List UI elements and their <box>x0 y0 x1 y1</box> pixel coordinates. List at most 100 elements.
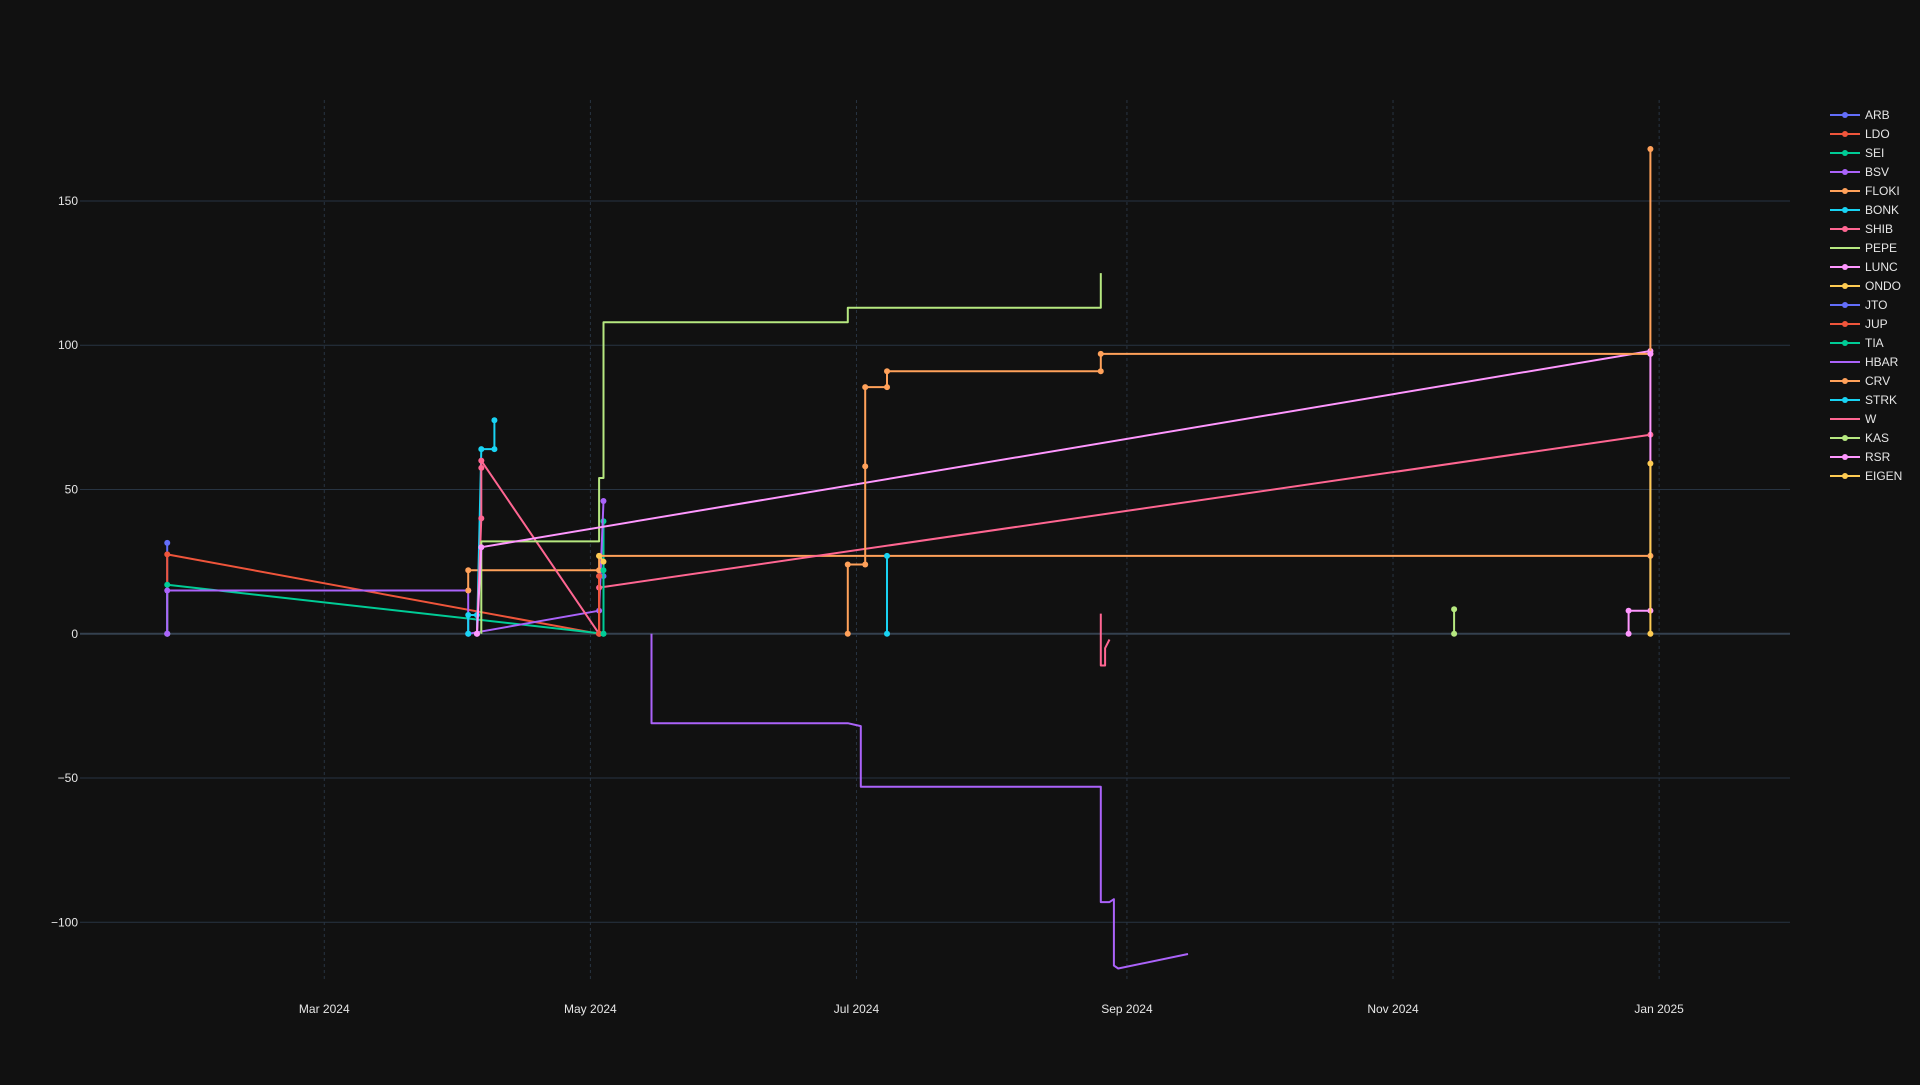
series-strk <box>884 552 891 637</box>
legend-item-floki[interactable]: FLOKI <box>1830 184 1900 198</box>
legend-label-sei: SEI <box>1865 146 1884 160</box>
data-point-crv <box>1647 146 1654 153</box>
data-point-arb <box>164 539 171 546</box>
legend-marker-strk <box>1842 397 1848 403</box>
series-pepe <box>480 273 1102 634</box>
legend-marker-kas <box>1842 435 1848 441</box>
legend-marker-crv <box>1842 378 1848 384</box>
legend-item-rsr[interactable]: RSR <box>1830 450 1891 464</box>
legend-item-bonk[interactable]: BONK <box>1830 203 1899 217</box>
legend-label-tia: TIA <box>1865 336 1884 350</box>
legend-label-hbar: HBAR <box>1865 355 1899 369</box>
y-tick-label: 150 <box>58 194 78 208</box>
y-tick-label: 100 <box>58 338 78 352</box>
legend-marker-bonk <box>1842 207 1848 213</box>
data-point-bonk <box>491 417 498 424</box>
legend-label-bsv: BSV <box>1865 165 1889 179</box>
series-tia <box>600 567 607 637</box>
legend-marker-sei <box>1842 150 1848 156</box>
data-point-crv <box>862 463 869 470</box>
data-point-shib <box>478 457 485 464</box>
series-ondo <box>596 552 607 565</box>
series-jup <box>596 573 603 637</box>
data-point-kas <box>1451 630 1458 637</box>
data-point-kas <box>1451 606 1458 613</box>
data-point-eigen <box>1647 460 1654 467</box>
legend-label-jto: JTO <box>1865 298 1887 312</box>
legend-marker-arb <box>1842 112 1848 118</box>
data-point-eigen <box>1647 630 1654 637</box>
data-point-sei <box>164 581 171 588</box>
data-point-jup <box>596 573 603 580</box>
legend-label-w: W <box>1865 412 1877 426</box>
x-tick-label: Jul 2024 <box>834 1002 880 1016</box>
legend-marker-bsv <box>1842 169 1848 175</box>
legend-item-w[interactable]: W <box>1830 412 1877 426</box>
legend[interactable]: ARB LDO SEI BSV FLOKI BONK SHIB PEPE LUNC ONDO JTO… <box>1830 108 1902 483</box>
legend-marker-rsr <box>1842 454 1848 460</box>
legend-label-strk: STRK <box>1865 393 1897 407</box>
legend-marker-shib <box>1842 226 1848 232</box>
data-point-bsv <box>600 498 607 505</box>
legend-marker-tia <box>1842 340 1848 346</box>
grid-layer <box>80 100 1790 980</box>
data-point-strk <box>884 552 891 559</box>
legend-item-tia[interactable]: TIA <box>1830 336 1884 350</box>
data-point-rsr <box>1647 350 1654 357</box>
legend-label-eigen: EIGEN <box>1865 469 1902 483</box>
data-point-bonk <box>465 612 472 619</box>
legend-item-lunc[interactable]: LUNC <box>1830 260 1898 274</box>
legend-item-shib[interactable]: SHIB <box>1830 222 1893 236</box>
data-point-strk <box>884 630 891 637</box>
series-w <box>1099 613 1111 667</box>
legend-item-jup[interactable]: JUP <box>1830 317 1888 331</box>
x-tick-label: Nov 2024 <box>1367 1002 1419 1016</box>
legend-item-strk[interactable]: STRK <box>1830 393 1897 407</box>
legend-item-eigen[interactable]: EIGEN <box>1830 469 1902 483</box>
legend-marker-jup <box>1842 321 1848 327</box>
legend-marker-jto <box>1842 302 1848 308</box>
legend-label-rsr: RSR <box>1865 450 1891 464</box>
series-kas <box>1451 606 1458 637</box>
series-eigen <box>1647 460 1654 637</box>
legend-item-ldo[interactable]: LDO <box>1830 127 1890 141</box>
data-point-tia <box>600 630 607 637</box>
legend-marker-ldo <box>1842 131 1848 137</box>
series-hbar <box>650 633 1189 970</box>
legend-item-ondo[interactable]: ONDO <box>1830 279 1901 293</box>
data-point-bonk <box>491 446 498 453</box>
legend-item-hbar[interactable]: HBAR <box>1830 355 1899 369</box>
data-point-rsr <box>1625 630 1632 637</box>
data-point-crv <box>844 630 851 637</box>
legend-label-kas: KAS <box>1865 431 1889 445</box>
data-point-bsv <box>164 630 171 637</box>
data-point-crv <box>1097 368 1104 375</box>
legend-item-bsv[interactable]: BSV <box>1830 165 1889 179</box>
legend-label-shib: SHIB <box>1865 222 1893 236</box>
legend-label-ldo: LDO <box>1865 127 1890 141</box>
data-point-ldo <box>164 551 171 558</box>
data-point-floki <box>465 567 472 574</box>
legend-item-crv[interactable]: CRV <box>1830 374 1890 388</box>
data-point-lunc <box>473 630 480 637</box>
legend-label-arb: ARB <box>1865 108 1890 122</box>
legend-label-pepe: PEPE <box>1865 241 1897 255</box>
data-point-crv <box>1097 350 1104 357</box>
legend-label-bonk: BONK <box>1865 203 1899 217</box>
legend-item-jto[interactable]: JTO <box>1830 298 1887 312</box>
legend-item-pepe[interactable]: PEPE <box>1830 241 1897 255</box>
legend-label-floki: FLOKI <box>1865 184 1900 198</box>
axis-layer: 150 100 50 0 −50 −100 Mar 2024 May 2024 Jul 2024… <box>51 194 1684 1016</box>
data-point-bonk <box>465 630 472 637</box>
data-point-ondo <box>600 558 607 565</box>
legend-item-arb[interactable]: ARB <box>1830 108 1890 122</box>
series-layer <box>164 146 1654 970</box>
data-point-crv <box>862 384 869 391</box>
legend-item-kas[interactable]: KAS <box>1830 431 1889 445</box>
legend-label-lunc: LUNC <box>1865 260 1898 274</box>
legend-item-sei[interactable]: SEI <box>1830 146 1884 160</box>
data-point-shib <box>478 464 485 471</box>
legend-marker-lunc <box>1842 264 1848 270</box>
data-point-crv <box>844 561 851 568</box>
